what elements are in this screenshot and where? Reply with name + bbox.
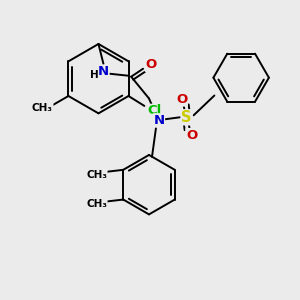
Text: O: O [176,93,187,106]
Text: O: O [146,58,157,71]
Text: CH₃: CH₃ [86,200,107,209]
Text: N: N [98,65,109,78]
Text: O: O [186,129,197,142]
Text: CH₃: CH₃ [32,103,53,113]
Text: S: S [182,110,192,125]
Text: CH₃: CH₃ [86,170,107,180]
Text: Cl: Cl [147,104,161,117]
Text: N: N [153,114,164,127]
Text: H: H [90,70,99,80]
